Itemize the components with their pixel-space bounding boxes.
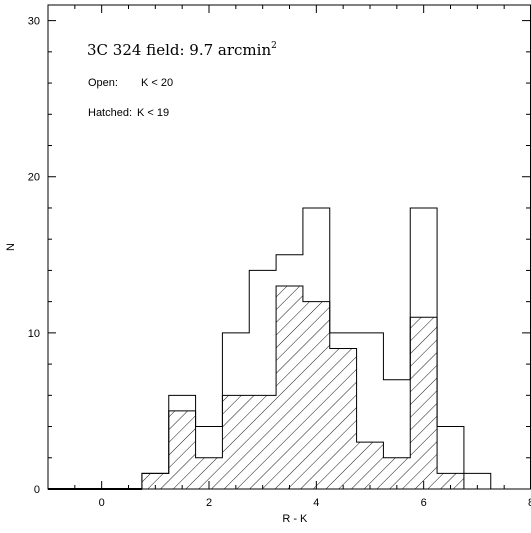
hatched-bar (302, 301, 330, 489)
axis-ticks (47, 5, 531, 490)
hatched-histogram-outline (141, 285, 491, 490)
hatched-bar (249, 395, 277, 489)
hatched-bar (410, 317, 438, 489)
x-tick-label: 4 (313, 497, 319, 509)
hatched-bar (383, 457, 411, 489)
x-tick-label: 6 (421, 497, 427, 509)
hatched-bar (276, 286, 303, 489)
open-legend-value: K < 20 (141, 77, 173, 89)
x-tick-label: 2 (206, 497, 212, 509)
hatched-bar (168, 410, 196, 489)
x-axis-label: R - K (282, 513, 308, 525)
hatched-bar (222, 395, 250, 489)
annotation-title: 3C 324 field: 9.7 arcmin2 (87, 41, 277, 59)
hatched-histogram-step (141, 285, 491, 490)
annotation-title-text: 3C 324 field: 9.7 arcmin (87, 41, 271, 59)
hatched-bar (356, 442, 384, 489)
open-legend-label: Open: (88, 77, 118, 89)
x-tick-label: 8 (528, 497, 531, 509)
y-axis-label: N (5, 243, 17, 251)
y-tick-label: 10 (28, 328, 40, 340)
annotation-title-superscript: 2 (271, 41, 277, 51)
hatched-bar (329, 348, 357, 489)
y-tick-label: 20 (28, 172, 40, 184)
y-tick-label: 0 (34, 484, 40, 496)
x-tick-label: 0 (99, 497, 105, 509)
hatched-legend-value: K < 19 (137, 107, 169, 119)
axis-tick-labels: 0 2 4 6 8 0 10 20 30 (28, 16, 531, 509)
y-tick-label: 30 (28, 16, 40, 28)
hatched-histogram (141, 286, 464, 489)
hatched-bar (141, 473, 169, 489)
hatched-bar (437, 473, 464, 489)
hatched-legend-label: Hatched: (88, 107, 132, 119)
